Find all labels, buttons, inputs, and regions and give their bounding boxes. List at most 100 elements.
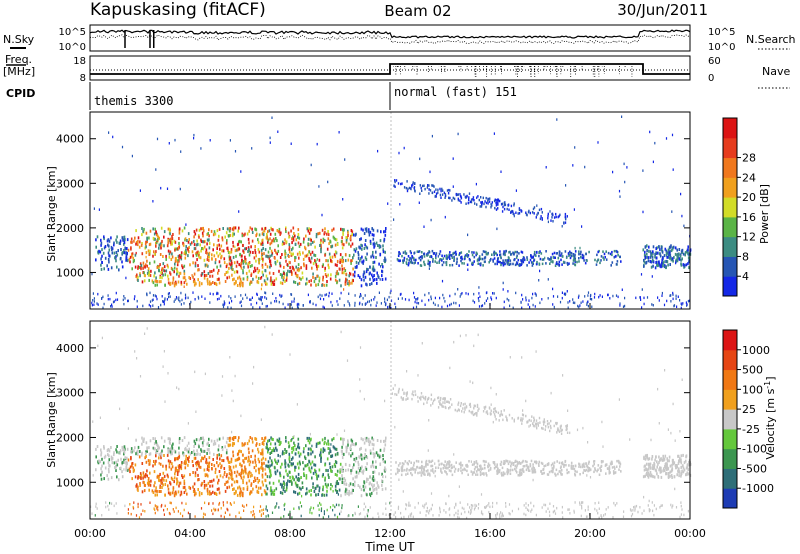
data-point [375, 465, 377, 469]
data-point [212, 281, 214, 284]
data-point [483, 472, 485, 475]
data-point [152, 298, 154, 301]
data-point [288, 250, 291, 254]
data-point [346, 445, 349, 449]
data-point [375, 277, 378, 281]
data-point [429, 170, 431, 174]
data-point [248, 262, 250, 266]
data-point [366, 246, 369, 250]
data-point [583, 259, 585, 262]
data-point [398, 251, 400, 254]
data-point [518, 207, 521, 210]
data-point [572, 262, 574, 265]
data-point [553, 424, 555, 428]
data-point [201, 492, 203, 496]
data-point [450, 254, 453, 257]
data-point [278, 440, 281, 443]
data-point [383, 439, 385, 443]
data-point [313, 463, 315, 467]
data-point [430, 218, 432, 222]
data-point [349, 491, 351, 495]
data-point [493, 467, 496, 470]
data-point [239, 494, 241, 498]
data-point [266, 237, 269, 241]
data-point [536, 250, 538, 254]
data-point [395, 179, 398, 182]
data-point [361, 255, 363, 259]
data-point [323, 239, 326, 243]
data-point [682, 453, 684, 457]
data-point [261, 462, 263, 465]
data-point [201, 456, 203, 460]
data-point [102, 295, 104, 299]
data-point [100, 257, 102, 261]
data-point [218, 260, 221, 264]
data-point [521, 422, 523, 425]
data-point [438, 400, 440, 403]
data-point [267, 238, 270, 242]
data-point [500, 203, 503, 206]
data-point [410, 261, 412, 264]
data-point [177, 247, 179, 250]
data-point [138, 475, 141, 479]
data-point [279, 482, 282, 486]
data-point [143, 264, 145, 268]
data-point [143, 437, 145, 441]
data-point [305, 254, 308, 258]
data-point [314, 259, 316, 262]
data-point [270, 226, 272, 230]
data-point [148, 253, 150, 256]
data-point [448, 407, 450, 410]
data-point [516, 262, 519, 265]
data-point [293, 280, 295, 284]
data-point [228, 439, 231, 442]
data-point [350, 444, 352, 448]
data-point [224, 235, 226, 239]
data-point [110, 305, 112, 308]
data-point [671, 247, 674, 251]
data-point [251, 264, 253, 268]
data-point [250, 455, 252, 458]
data-point [494, 409, 497, 413]
data-point [652, 245, 655, 249]
data-point [662, 264, 664, 268]
data-point [296, 303, 298, 306]
data-point [269, 232, 272, 236]
data-point [344, 269, 347, 272]
data-point [227, 460, 230, 464]
data-point [204, 473, 207, 477]
data-point [458, 462, 461, 466]
data-point [540, 207, 543, 211]
data-point [149, 300, 152, 303]
data-point [507, 204, 509, 207]
data-point [209, 292, 211, 295]
data-point [376, 491, 378, 495]
data-point [244, 293, 247, 297]
data-point [586, 464, 588, 467]
data-point [406, 189, 409, 193]
data-point [428, 460, 431, 464]
data-point [232, 234, 234, 238]
data-point [298, 466, 300, 470]
data-point [455, 301, 457, 305]
data-point [624, 180, 626, 184]
data-point [244, 442, 246, 446]
data-point [325, 293, 328, 296]
data-point [416, 465, 418, 469]
data-point [509, 259, 512, 262]
data-point [527, 469, 530, 472]
data-point [155, 450, 158, 454]
data-point [116, 240, 118, 244]
data-point [233, 436, 236, 439]
data-point [246, 275, 249, 279]
data-point [383, 447, 386, 451]
data-point [248, 451, 250, 455]
data-point [682, 302, 684, 305]
data-point [231, 227, 234, 231]
data-point [586, 259, 588, 262]
data-point [444, 460, 446, 463]
data-point [570, 251, 573, 255]
data-point [178, 256, 180, 260]
data-point [640, 298, 642, 301]
data-point [324, 482, 327, 486]
